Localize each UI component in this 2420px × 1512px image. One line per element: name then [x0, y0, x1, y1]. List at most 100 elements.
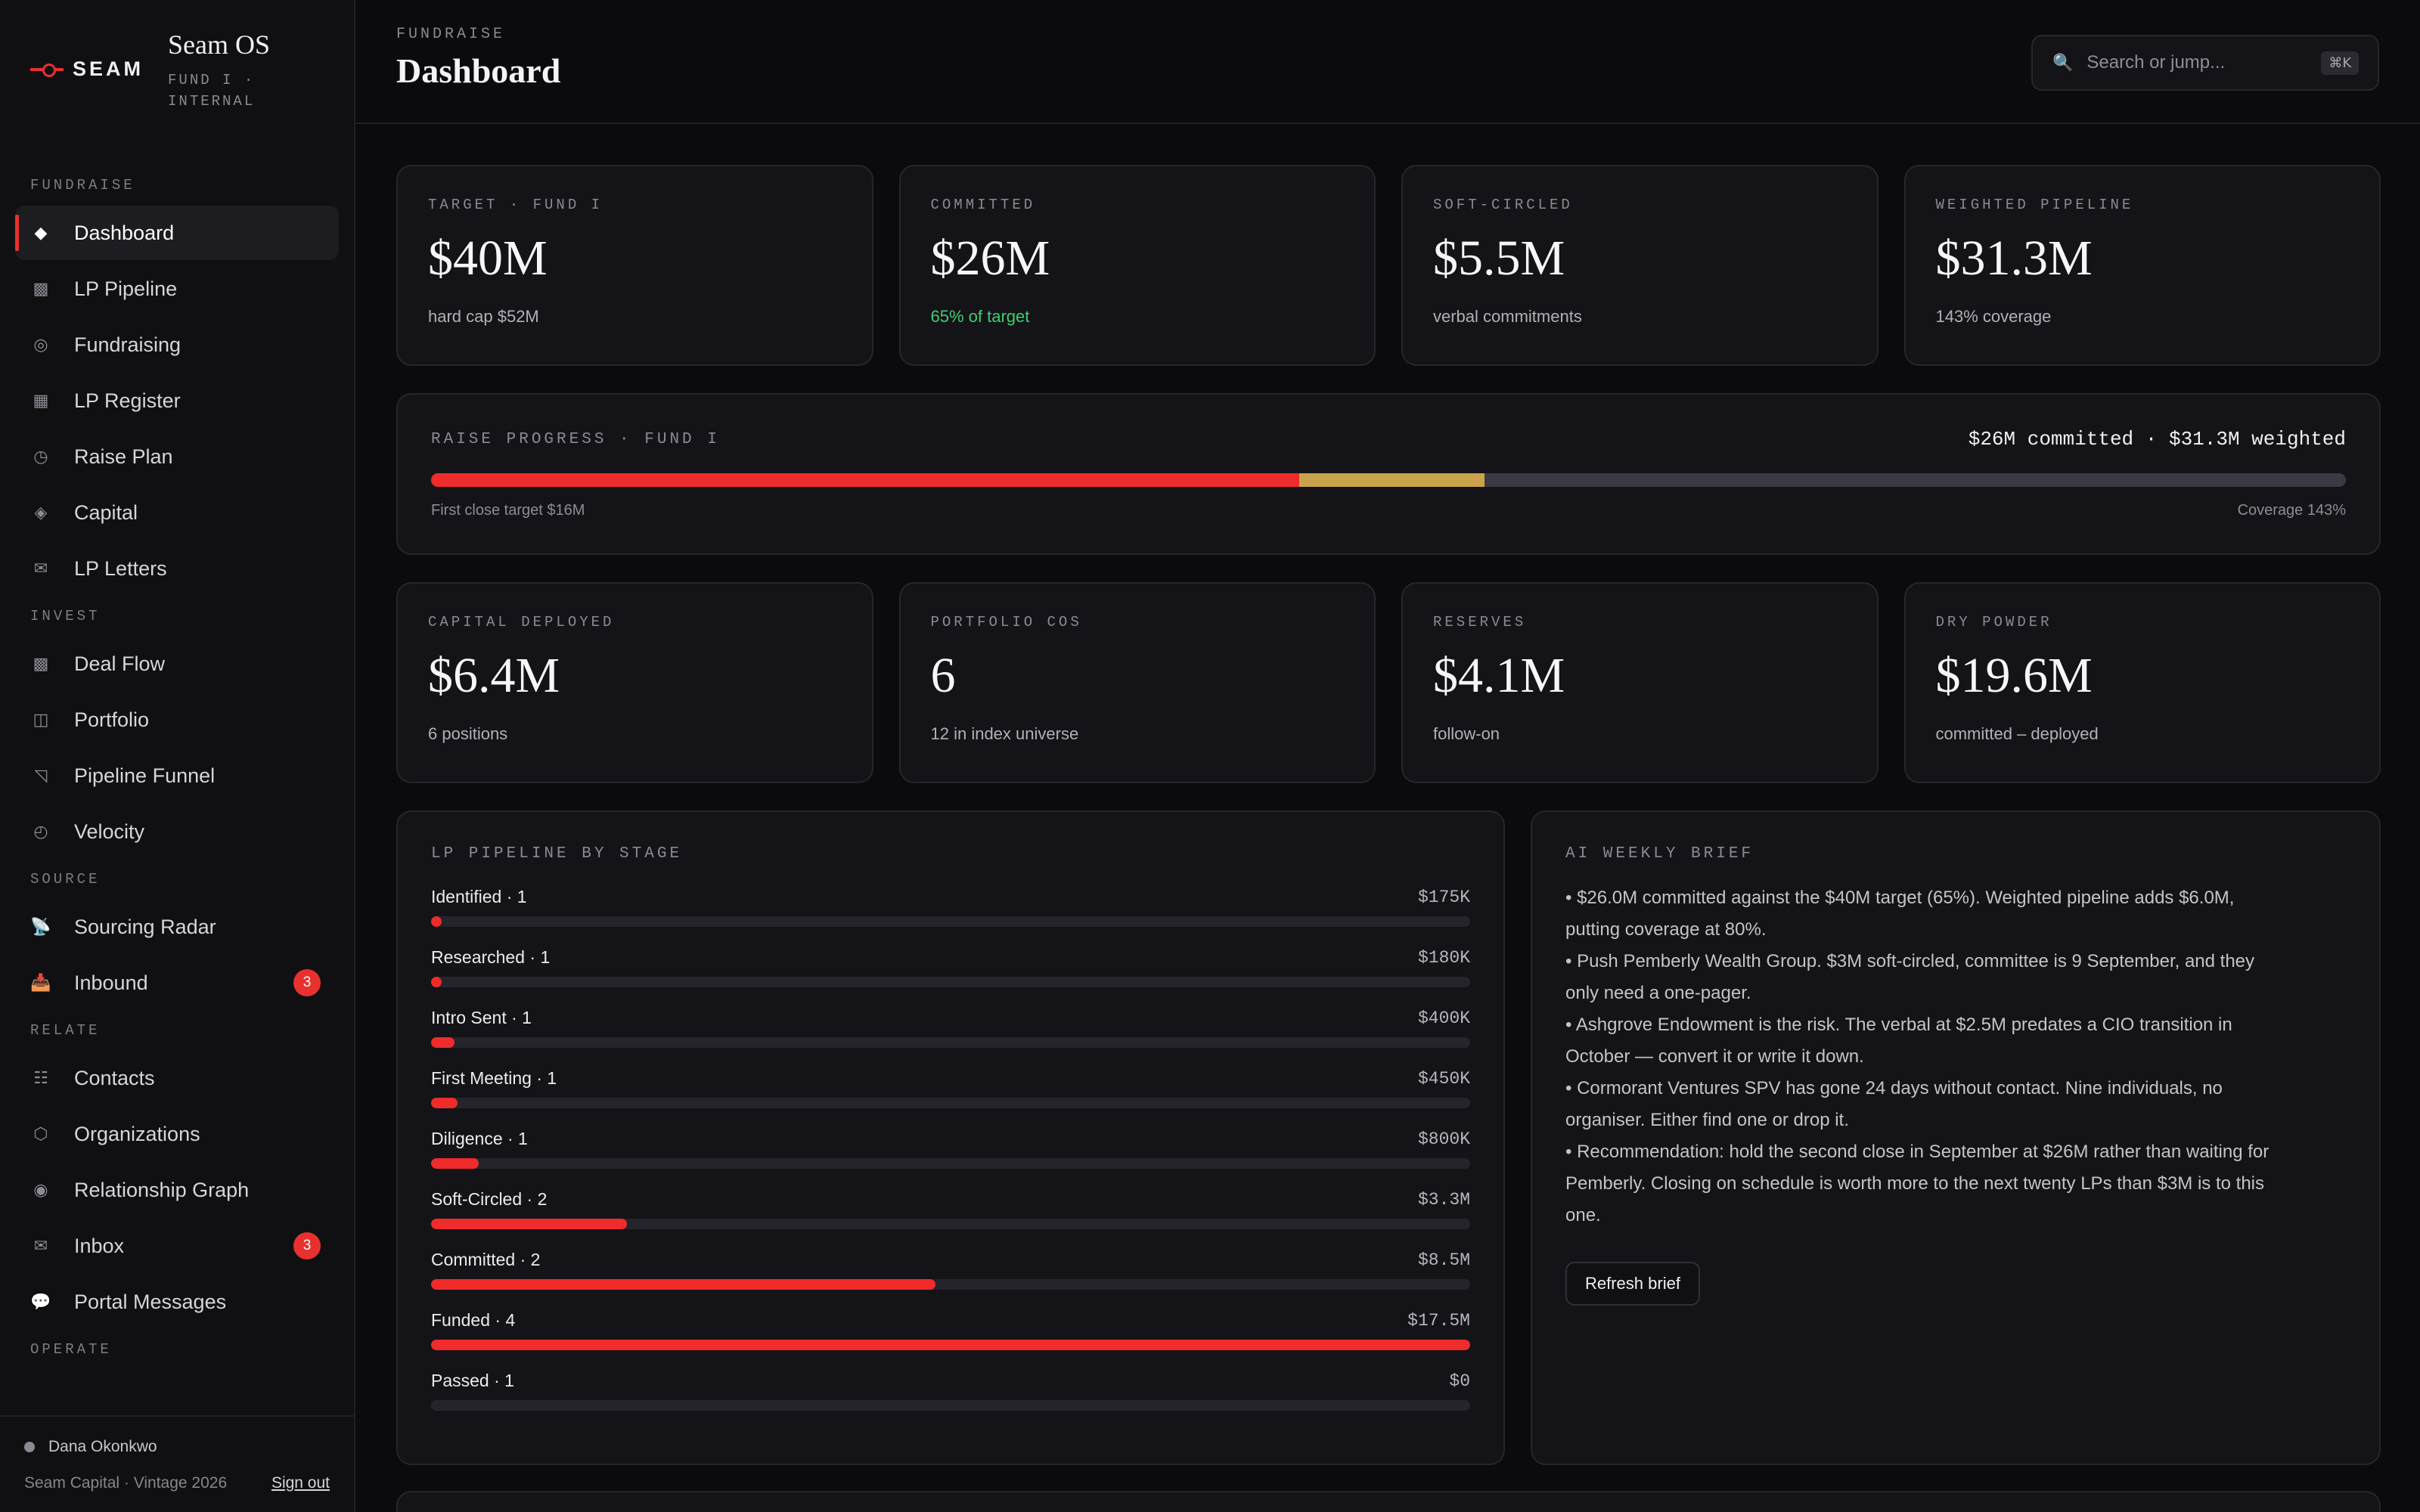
stat-value: $4.1M: [1433, 648, 1565, 703]
stage-track: [431, 1279, 1470, 1290]
search-box[interactable]: 🔍 ⌘K: [2031, 35, 2379, 91]
stage-fill-bar: [431, 1037, 455, 1048]
stage-track: [431, 1400, 1470, 1411]
sidebar-item-portfolio[interactable]: ◫ Portfolio: [15, 692, 339, 747]
stage-header: Researched · 1 $180K: [431, 947, 1470, 968]
stat-value: $6.4M: [428, 648, 560, 703]
stage-amount: $800K: [1417, 1129, 1470, 1149]
sidebar-item-label: LP Register: [74, 389, 181, 412]
stat-label: PORTFOLIO COS: [930, 614, 1082, 631]
stage-amount: $17.5M: [1407, 1310, 1470, 1331]
capital-icon: ◈: [34, 503, 48, 522]
sidebar-item-label: LP Pipeline: [74, 277, 178, 300]
refresh-brief-button[interactable]: Refresh brief: [1565, 1262, 1700, 1306]
sidebar-item-fundraising[interactable]: ◎ Fundraising: [15, 318, 339, 372]
stat-card-committed: COMMITTED $26M 65% of target: [898, 165, 1376, 366]
sidebar-item-label: Capital: [74, 500, 138, 524]
sidebar-item-label: Dashboard: [74, 221, 175, 244]
sidebar-item-label: Portfolio: [74, 708, 150, 731]
stage-amount: $180K: [1417, 947, 1470, 968]
stage-track: [431, 1158, 1470, 1169]
search-input[interactable]: [2086, 52, 2322, 73]
stat-value: $19.6M: [1935, 648, 2093, 703]
unread-badge: 3: [293, 969, 321, 996]
hexagon-icon: ⬡: [33, 1124, 48, 1144]
sidebar-item-contacts[interactable]: ☷ Contacts: [15, 1051, 339, 1105]
brand-logo[interactable]: SEAM: [30, 57, 144, 81]
inbox-tray-icon: 📥: [30, 973, 51, 993]
stat-subtext: hard cap $52M: [428, 307, 539, 326]
raise-progress-bar: [431, 473, 2346, 487]
sidebar-item-label: Raise Plan: [74, 445, 173, 468]
stage-fill-bar: [431, 1098, 458, 1108]
sidebar-item-velocity[interactable]: ◴ Velocity: [15, 804, 339, 859]
sidebar-item-capital[interactable]: ◈ Capital: [15, 485, 339, 540]
sidebar-item-inbox[interactable]: ✉ Inbox 3: [15, 1219, 339, 1273]
stage-track: [431, 1340, 1470, 1350]
stage-amount: $450K: [1417, 1068, 1470, 1089]
sidebar-item-lp-pipeline[interactable]: ▩ LP Pipeline: [15, 262, 339, 316]
page-title: Dashboard: [396, 51, 561, 90]
stage-track: [431, 916, 1470, 927]
stat-subtext: 65% of target: [930, 307, 1030, 326]
stage-amount: $8.5M: [1417, 1250, 1470, 1270]
contacts-icon: ☷: [33, 1068, 48, 1088]
stage-fill-bar: [431, 1158, 479, 1169]
next-card-peek: [396, 1491, 2381, 1512]
stat-value: $5.5M: [1433, 231, 1565, 286]
brand: SEAM Seam OS FUND I · INTERNAL: [0, 0, 354, 144]
stat-label: CAPITAL DEPLOYED: [428, 614, 615, 631]
stage-name: Funded · 4: [431, 1310, 516, 1330]
stage-fill-bar: [431, 1340, 1470, 1350]
sidebar-item-lp-letters[interactable]: ✉ LP Letters: [15, 541, 339, 596]
stat-subtext: verbal commitments: [1433, 307, 1582, 326]
committed-segment: [431, 473, 1300, 487]
clock-icon: ◷: [33, 447, 48, 466]
brief-line: Pemberly. Closing on schedule is worth m…: [1565, 1173, 2264, 1194]
stage-track: [431, 1037, 1470, 1048]
brand-wordmark: SEAM: [73, 57, 144, 80]
stopwatch-icon: ◴: [33, 822, 48, 841]
sidebar-item-organizations[interactable]: ⬡ Organizations: [15, 1107, 339, 1161]
org-name: Seam Capital · Vintage 2026: [24, 1474, 228, 1492]
sidebar-item-label: Contacts: [74, 1066, 155, 1089]
stat-subtext: 143% coverage: [1935, 307, 2052, 326]
sidebar-item-pipeline-funnel[interactable]: ◹ Pipeline Funnel: [15, 748, 339, 803]
stage-header: Identified · 1 $175K: [431, 887, 1470, 907]
stage-row: Passed · 1 $0: [431, 1371, 1470, 1431]
coverage-label: Coverage 143%: [2237, 502, 2346, 519]
sidebar-item-raise-plan[interactable]: ◷ Raise Plan: [15, 429, 339, 484]
fund-label-line2: INTERNAL: [168, 93, 256, 110]
raise-progress-summary: $26M committed · $31.3M weighted: [1968, 428, 2346, 451]
stage-header: Funded · 4 $17.5M: [431, 1310, 1470, 1331]
stat-card-portfolio-cos: PORTFOLIO COS 6 12 in index universe: [898, 582, 1376, 783]
stat-value: $26M: [930, 231, 1050, 286]
sidebar-item-inbound[interactable]: 📥 Inbound 3: [15, 956, 339, 1010]
stat-card-soft-circled: SOFT-CIRCLED $5.5M verbal commitments: [1401, 165, 1879, 366]
stage-header: Committed · 2 $8.5M: [431, 1250, 1470, 1270]
mail-icon: ✉: [33, 559, 48, 578]
stage-row: Soft-Circled · 2 $3.3M: [431, 1189, 1470, 1250]
stage-name: Identified · 1: [431, 887, 527, 906]
stage-name: Passed · 1: [431, 1371, 514, 1390]
sidebar-item-label: Inbox: [74, 1234, 125, 1257]
diamond-icon: ◆: [34, 223, 48, 243]
stat-card-reserves: RESERVES $4.1M follow-on: [1401, 582, 1879, 783]
sidebar: SEAM Seam OS FUND I · INTERNAL FUNDRAISE…: [0, 0, 355, 1512]
sidebar-item-dashboard[interactable]: ◆ Dashboard: [15, 206, 339, 260]
unread-badge: 3: [293, 1232, 321, 1259]
stage-amount: $175K: [1417, 887, 1470, 907]
square-icon: ▩: [33, 654, 49, 674]
stage-name: Researched · 1: [431, 947, 551, 967]
sign-out-link[interactable]: Sign out: [271, 1474, 330, 1492]
sidebar-item-sourcing-radar[interactable]: 📡 Sourcing Radar: [15, 900, 339, 954]
raise-progress-label: RAISE PROGRESS · FUND I: [431, 430, 720, 448]
topbar: FUNDRAISE Dashboard 🔍 ⌘K: [355, 0, 2420, 124]
sidebar-item-relationship-graph[interactable]: ◉ Relationship Graph: [15, 1163, 339, 1217]
sidebar-item-lp-register[interactable]: ▦ LP Register: [15, 373, 339, 428]
sidebar-item-label: Deal Flow: [74, 652, 166, 675]
sidebar-item-portal-messages[interactable]: 💬 Portal Messages: [15, 1275, 339, 1329]
sidebar-item-label: LP Letters: [74, 556, 167, 580]
stat-label: DRY POWDER: [1935, 614, 2052, 631]
sidebar-item-deal-flow[interactable]: ▩ Deal Flow: [15, 637, 339, 691]
